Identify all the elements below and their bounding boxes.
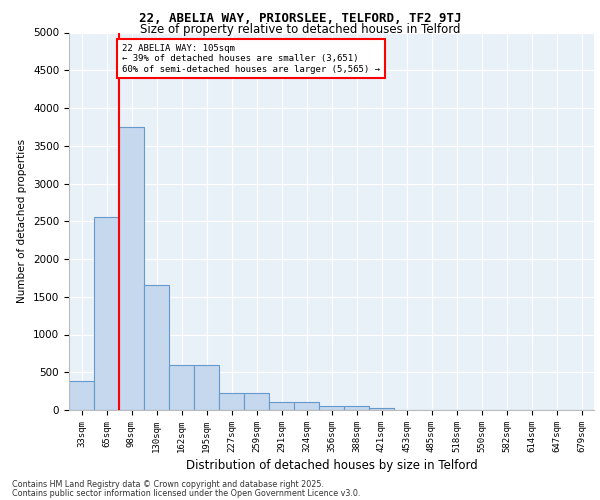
Bar (369, 408, 394, 410)
Bar (144, 286, 169, 410)
X-axis label: Distribution of detached houses by size in Telford: Distribution of detached houses by size … (185, 459, 478, 472)
Text: Size of property relative to detached houses in Telford: Size of property relative to detached ho… (140, 22, 460, 36)
Bar (244, 392, 269, 410)
Bar (269, 402, 294, 410)
Bar (119, 127, 144, 410)
Text: 22, ABELIA WAY, PRIORSLEE, TELFORD, TF2 9TJ: 22, ABELIA WAY, PRIORSLEE, TELFORD, TF2 … (139, 12, 461, 26)
Text: Contains HM Land Registry data © Crown copyright and database right 2025.: Contains HM Land Registry data © Crown c… (12, 480, 324, 489)
Bar (319, 406, 344, 410)
Bar (169, 364, 194, 410)
Bar (94, 218, 119, 410)
Text: Contains public sector information licensed under the Open Government Licence v3: Contains public sector information licen… (12, 488, 361, 498)
Bar (294, 402, 319, 410)
Bar (344, 406, 369, 410)
Bar (219, 392, 244, 410)
Bar (69, 382, 94, 410)
Y-axis label: Number of detached properties: Number of detached properties (17, 139, 28, 304)
Bar (194, 364, 219, 410)
Text: 22 ABELIA WAY: 105sqm
← 39% of detached houses are smaller (3,651)
60% of semi-d: 22 ABELIA WAY: 105sqm ← 39% of detached … (122, 44, 380, 74)
